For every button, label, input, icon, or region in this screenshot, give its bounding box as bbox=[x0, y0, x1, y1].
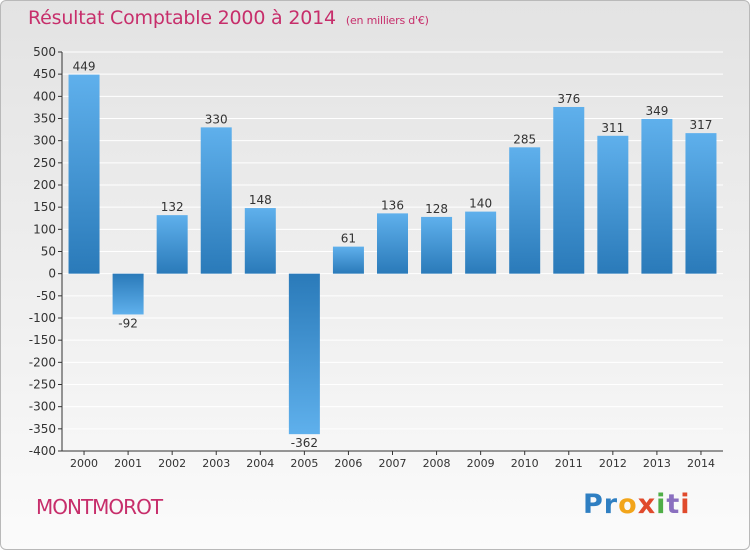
data-label: 136 bbox=[381, 198, 404, 212]
bar bbox=[509, 147, 541, 274]
logo-letter: t bbox=[666, 489, 681, 520]
data-label: 285 bbox=[513, 132, 536, 146]
data-label: 140 bbox=[469, 197, 492, 211]
y-tick-label: 450 bbox=[33, 67, 56, 81]
logo-letter: P bbox=[583, 489, 604, 520]
logo-letter: o bbox=[618, 489, 638, 520]
y-tick-label: 500 bbox=[33, 45, 56, 59]
y-tick-label: -300 bbox=[29, 400, 56, 414]
x-tick-label: 2010 bbox=[511, 457, 539, 470]
y-tick-label: 50 bbox=[41, 245, 56, 259]
bar bbox=[421, 216, 453, 274]
bar bbox=[156, 215, 188, 274]
bar bbox=[200, 127, 232, 274]
data-label: -92 bbox=[118, 316, 138, 330]
bar bbox=[641, 118, 673, 274]
x-tick-label: 2014 bbox=[687, 457, 715, 470]
x-tick-label: 2000 bbox=[70, 457, 98, 470]
data-label: 148 bbox=[249, 193, 272, 207]
x-tick-label: 2008 bbox=[423, 457, 451, 470]
x-tick-label: 2007 bbox=[379, 457, 407, 470]
chart-unit: (en milliers d'€) bbox=[345, 14, 429, 27]
bar bbox=[288, 273, 320, 435]
bar bbox=[597, 135, 629, 274]
x-tick-label: 2001 bbox=[114, 457, 142, 470]
chart-title-text: Résultat Comptable 2000 à 2014 bbox=[28, 7, 336, 29]
y-tick-label: 400 bbox=[33, 89, 56, 103]
data-label: 449 bbox=[73, 60, 96, 74]
bar bbox=[553, 106, 585, 274]
y-tick-label: 250 bbox=[33, 156, 56, 170]
location-name: MONTMOROT bbox=[36, 495, 163, 519]
y-tick-label: 0 bbox=[48, 267, 56, 281]
data-label: 132 bbox=[161, 200, 184, 214]
y-tick-label: -150 bbox=[29, 333, 56, 347]
x-tick-label: 2009 bbox=[467, 457, 495, 470]
data-label: 376 bbox=[557, 92, 580, 106]
data-label: 61 bbox=[341, 232, 356, 246]
logo-letter: i bbox=[656, 489, 667, 520]
y-tick-label: -200 bbox=[29, 355, 56, 369]
y-tick-label: 100 bbox=[33, 222, 56, 236]
proxiti-logo: Proxiti bbox=[583, 489, 691, 520]
y-tick-label: 300 bbox=[33, 134, 56, 148]
bar bbox=[377, 213, 408, 274]
bar bbox=[332, 246, 364, 274]
data-label: 330 bbox=[205, 112, 228, 126]
y-tick-label: -250 bbox=[29, 378, 56, 392]
bar bbox=[112, 273, 144, 315]
y-tick-label: 350 bbox=[33, 112, 56, 126]
x-tick-label: 2004 bbox=[246, 457, 274, 470]
logo-letter: i bbox=[680, 489, 691, 520]
data-label: -362 bbox=[291, 436, 318, 450]
logo-letter: r bbox=[603, 489, 619, 520]
y-tick-label: 150 bbox=[33, 200, 56, 214]
y-tick-label: -350 bbox=[29, 422, 56, 436]
y-tick-label: -400 bbox=[29, 444, 56, 458]
x-tick-label: 2012 bbox=[599, 457, 627, 470]
data-label: 128 bbox=[425, 202, 448, 216]
data-label: 349 bbox=[645, 104, 668, 118]
y-tick-label: -50 bbox=[36, 289, 56, 303]
data-label: 317 bbox=[690, 118, 713, 132]
chart-title: Résultat Comptable 2000 à 2014 (en millie… bbox=[28, 7, 429, 29]
bar bbox=[465, 211, 497, 274]
bar bbox=[685, 133, 717, 274]
x-tick-label: 2002 bbox=[158, 457, 186, 470]
x-tick-label: 2013 bbox=[643, 457, 671, 470]
x-tick-label: 2006 bbox=[334, 457, 362, 470]
data-label: 311 bbox=[601, 121, 624, 135]
logo-letter: x bbox=[637, 489, 657, 520]
y-tick-label: 200 bbox=[33, 178, 56, 192]
bar bbox=[68, 74, 100, 274]
y-tick-label: -100 bbox=[29, 311, 56, 325]
bar bbox=[244, 208, 276, 274]
x-tick-label: 2011 bbox=[555, 457, 583, 470]
x-tick-label: 2003 bbox=[202, 457, 230, 470]
x-tick-label: 2005 bbox=[290, 457, 318, 470]
